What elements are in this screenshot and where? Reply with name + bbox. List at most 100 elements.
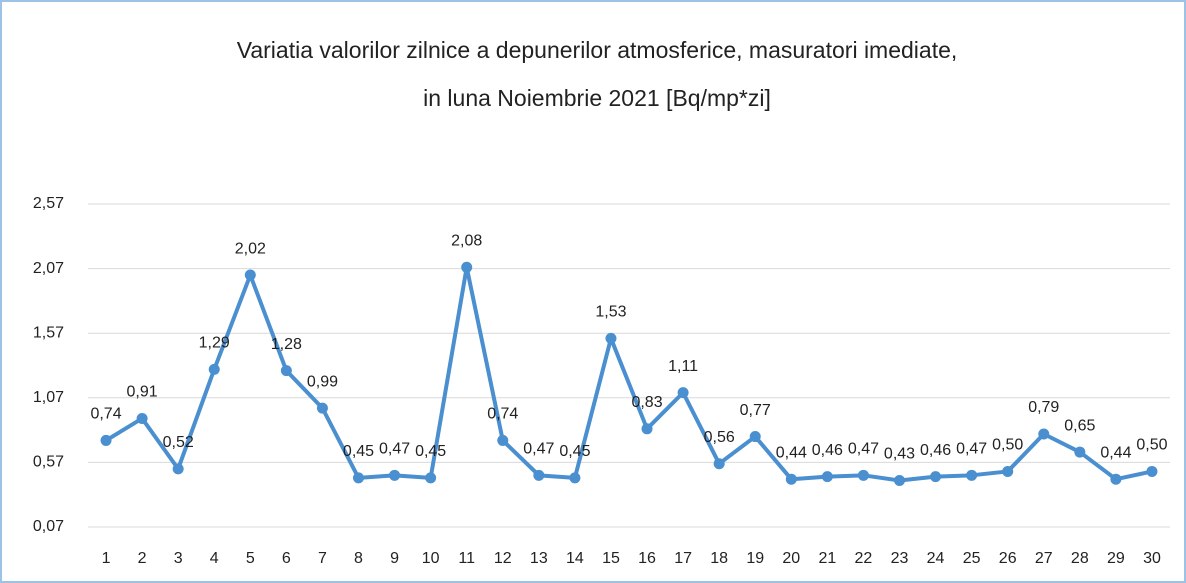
data-point [425, 472, 437, 484]
data-label: 0,74 [90, 406, 121, 423]
data-label: 2,08 [451, 233, 482, 250]
data-label: 0,44 [776, 444, 807, 461]
x-tick-label: 8 [354, 550, 363, 567]
x-tick-label: 22 [855, 550, 873, 567]
data-point [316, 402, 328, 414]
x-tick-label: 11 [458, 550, 475, 567]
x-tick-label: 23 [891, 550, 909, 567]
data-label: 0,74 [487, 406, 518, 423]
data-label: 1,29 [199, 335, 230, 352]
x-tick-label: 1 [102, 550, 111, 567]
data-point [533, 469, 545, 481]
x-tick-label: 21 [818, 550, 836, 567]
data-label: 1,53 [595, 304, 626, 321]
y-tick-label: 0,07 [33, 518, 64, 535]
x-tick-label: 3 [174, 550, 183, 567]
data-point [353, 472, 364, 484]
data-label: 0,43 [884, 446, 915, 463]
x-tick-label: 24 [927, 550, 945, 567]
x-tick-label: 29 [1107, 550, 1125, 567]
x-tick-label: 7 [318, 550, 327, 567]
data-label: 0,56 [704, 429, 735, 446]
data-label: 0,83 [631, 394, 662, 411]
y-tick-label: 2,57 [33, 195, 64, 212]
x-tick-label: 27 [1035, 550, 1053, 567]
data-point [785, 473, 797, 485]
data-label: 0,45 [415, 443, 446, 460]
data-point [389, 469, 401, 481]
x-tick-label: 26 [999, 550, 1017, 567]
x-tick-label: 13 [530, 550, 548, 567]
data-point [244, 269, 256, 281]
data-label: 1,11 [668, 358, 698, 375]
data-point [1074, 446, 1086, 458]
x-tick-label: 17 [674, 550, 692, 567]
data-label: 0,47 [379, 441, 410, 458]
data-label: 0,45 [343, 443, 374, 460]
data-label: 1,28 [271, 336, 302, 353]
data-point [569, 472, 581, 484]
x-tick-label: 4 [210, 550, 219, 567]
data-point [1038, 428, 1050, 440]
x-tick-label: 16 [638, 550, 656, 567]
data-label: 0,79 [1028, 399, 1059, 416]
data-line [104, 265, 1153, 483]
x-tick-label: 28 [1071, 550, 1089, 567]
data-label: 0,52 [163, 434, 194, 451]
x-tick-label: 18 [710, 550, 728, 567]
data-point [930, 471, 942, 483]
data-label: 0,99 [307, 373, 338, 390]
data-label: 0,50 [1136, 437, 1167, 454]
data-point [821, 471, 833, 483]
data-label: 0,91 [127, 384, 158, 401]
y-tick-label: 0,57 [33, 454, 64, 471]
data-label: 0,77 [740, 402, 771, 419]
x-tick-label: 6 [282, 550, 291, 567]
data-point [172, 463, 184, 475]
data-label: 0,45 [559, 443, 590, 460]
data-point [605, 332, 617, 344]
chart-title: in luna Noiembrie 2021 [Bq/mp*zi] [423, 85, 771, 111]
y-tick-label: 1,57 [33, 324, 64, 341]
y-tick-label: 1,07 [33, 389, 64, 406]
x-tick-label: 12 [494, 550, 512, 567]
data-point [1110, 473, 1122, 485]
data-point [1146, 465, 1158, 477]
x-tick-label: 25 [963, 550, 981, 567]
data-point [136, 412, 148, 424]
data-point [677, 387, 689, 399]
data-label: 0,46 [920, 442, 951, 459]
data-label: 0,46 [812, 442, 843, 459]
x-tick-label: 14 [566, 550, 584, 567]
x-tick-label: 15 [602, 550, 620, 567]
data-point [1002, 465, 1014, 477]
data-label: 0,50 [992, 437, 1023, 454]
x-tick-label: 30 [1143, 550, 1161, 567]
x-tick-label: 2 [138, 550, 147, 567]
data-point [497, 434, 509, 446]
y-tick-label: 2,07 [33, 260, 64, 277]
x-tick-label: 10 [422, 550, 440, 567]
x-tick-label: 19 [746, 550, 764, 567]
data-label: 0,65 [1064, 417, 1095, 434]
data-point [461, 261, 473, 273]
data-label: 0,47 [956, 441, 987, 458]
data-point [280, 365, 292, 377]
data-point [641, 423, 653, 435]
data-point [713, 458, 725, 470]
data-label: 0,47 [523, 441, 554, 458]
data-label: 0,44 [1100, 444, 1131, 461]
chart-title: Variatia valorilor zilnice a depunerilor… [237, 37, 958, 63]
data-point [749, 431, 761, 443]
x-tick-label: 20 [782, 550, 800, 567]
data-point [208, 363, 220, 375]
x-tick-label: 5 [246, 550, 255, 567]
x-tick-label: 9 [390, 550, 399, 567]
data-point [857, 469, 869, 481]
data-point [894, 474, 905, 486]
data-label: 0,47 [848, 441, 879, 458]
data-point [966, 469, 978, 481]
